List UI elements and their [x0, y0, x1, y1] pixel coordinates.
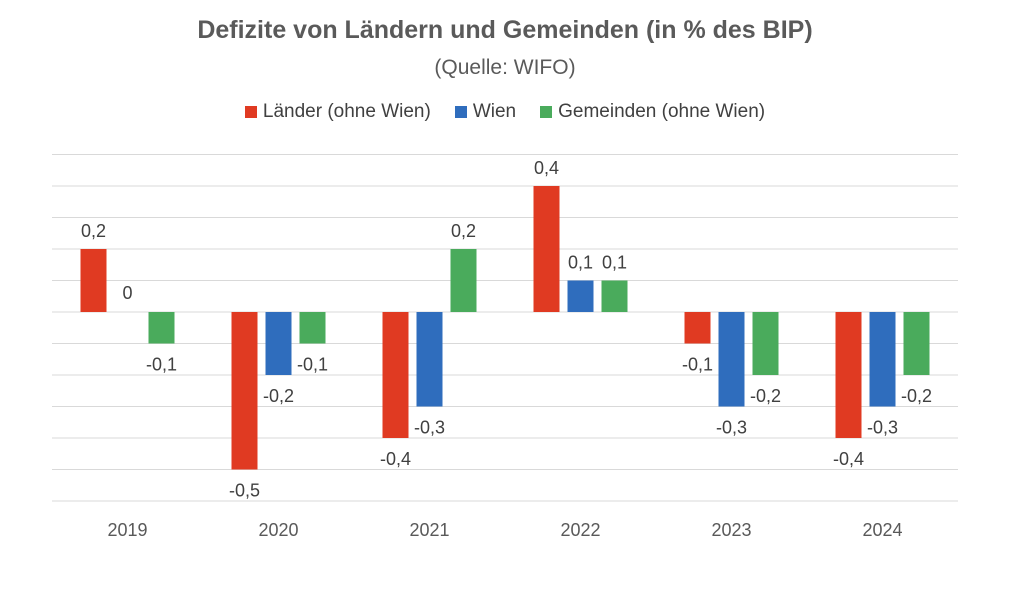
legend-item-gemeinden: Gemeinden (ohne Wien)	[540, 101, 765, 123]
bar-2022-s2	[601, 280, 628, 312]
chart-subtitle: (Quelle: WIFO)	[434, 56, 576, 79]
data-label-2022-s0: 0,4	[534, 158, 559, 178]
data-label-2021-s2: 0,2	[451, 221, 476, 241]
data-label-2024-s0: -0,4	[833, 449, 864, 469]
x-tick-label-2020: 2020	[258, 520, 298, 540]
data-label-2024-s1: -0,3	[867, 418, 898, 438]
bar-2024-s2	[903, 312, 930, 375]
data-label-2019-s1: 0	[122, 283, 132, 303]
legend-item-laender: Länder (ohne Wien)	[244, 101, 431, 123]
x-tick-label-2024: 2024	[862, 520, 902, 540]
legend-swatch-gemeinden	[540, 106, 553, 118]
chart-title: Defizite von Ländern und Gemeinden (in %…	[197, 16, 813, 44]
legend: Länder (ohne Wien) Wien Gemeinden (ohne …	[0, 101, 1010, 123]
data-label-2021-s0: -0,4	[380, 449, 411, 469]
data-label-2020-s0: -0,5	[229, 481, 260, 501]
bar-2020-s2	[299, 312, 326, 344]
data-label-2023-s1: -0,3	[716, 418, 747, 438]
bar-2024-s0	[835, 312, 862, 438]
bar-2020-s0	[231, 312, 258, 470]
x-tick-label-2019: 2019	[107, 520, 147, 540]
x-tick-label-2022: 2022	[560, 520, 600, 540]
data-label-2019-s0: 0,2	[81, 221, 106, 241]
bar-2021-s1	[416, 312, 443, 407]
x-tick-label-2021: 2021	[409, 520, 449, 540]
bar-2019-s2	[148, 312, 175, 344]
data-label-2020-s1: -0,2	[263, 386, 294, 406]
data-label-2021-s1: -0,3	[414, 418, 445, 438]
bar-2019-s0	[80, 249, 107, 312]
legend-label-wien: Wien	[472, 101, 517, 122]
bar-2023-s2	[752, 312, 779, 375]
legend-label-gemeinden: Gemeinden (ohne Wien)	[558, 101, 766, 122]
data-label-2023-s0: -0,1	[682, 355, 713, 375]
data-label-2019-s2: -0,1	[146, 355, 177, 375]
data-label-2020-s2: -0,1	[297, 355, 328, 375]
data-label-2022-s2: 0,1	[602, 253, 627, 273]
bar-2023-s1	[718, 312, 745, 407]
bar-2022-s1	[567, 280, 594, 312]
bar-2020-s1	[265, 312, 292, 375]
legend-label-laender: Länder (ohne Wien)	[262, 101, 431, 122]
bar-2021-s2	[450, 249, 477, 312]
bar-2022-s0	[533, 186, 560, 312]
legend-item-wien: Wien	[454, 101, 517, 123]
data-label-2023-s2: -0,2	[750, 386, 781, 406]
bar-2023-s0	[684, 312, 711, 344]
bar-2021-s0	[382, 312, 409, 438]
x-tick-label-2023: 2023	[711, 520, 751, 540]
data-label-2024-s2: -0,2	[901, 386, 932, 406]
legend-swatch-wien	[454, 106, 467, 118]
legend-swatch-laender	[244, 106, 257, 118]
data-label-2022-s1: 0,1	[568, 253, 593, 273]
bar-2024-s1	[869, 312, 896, 407]
